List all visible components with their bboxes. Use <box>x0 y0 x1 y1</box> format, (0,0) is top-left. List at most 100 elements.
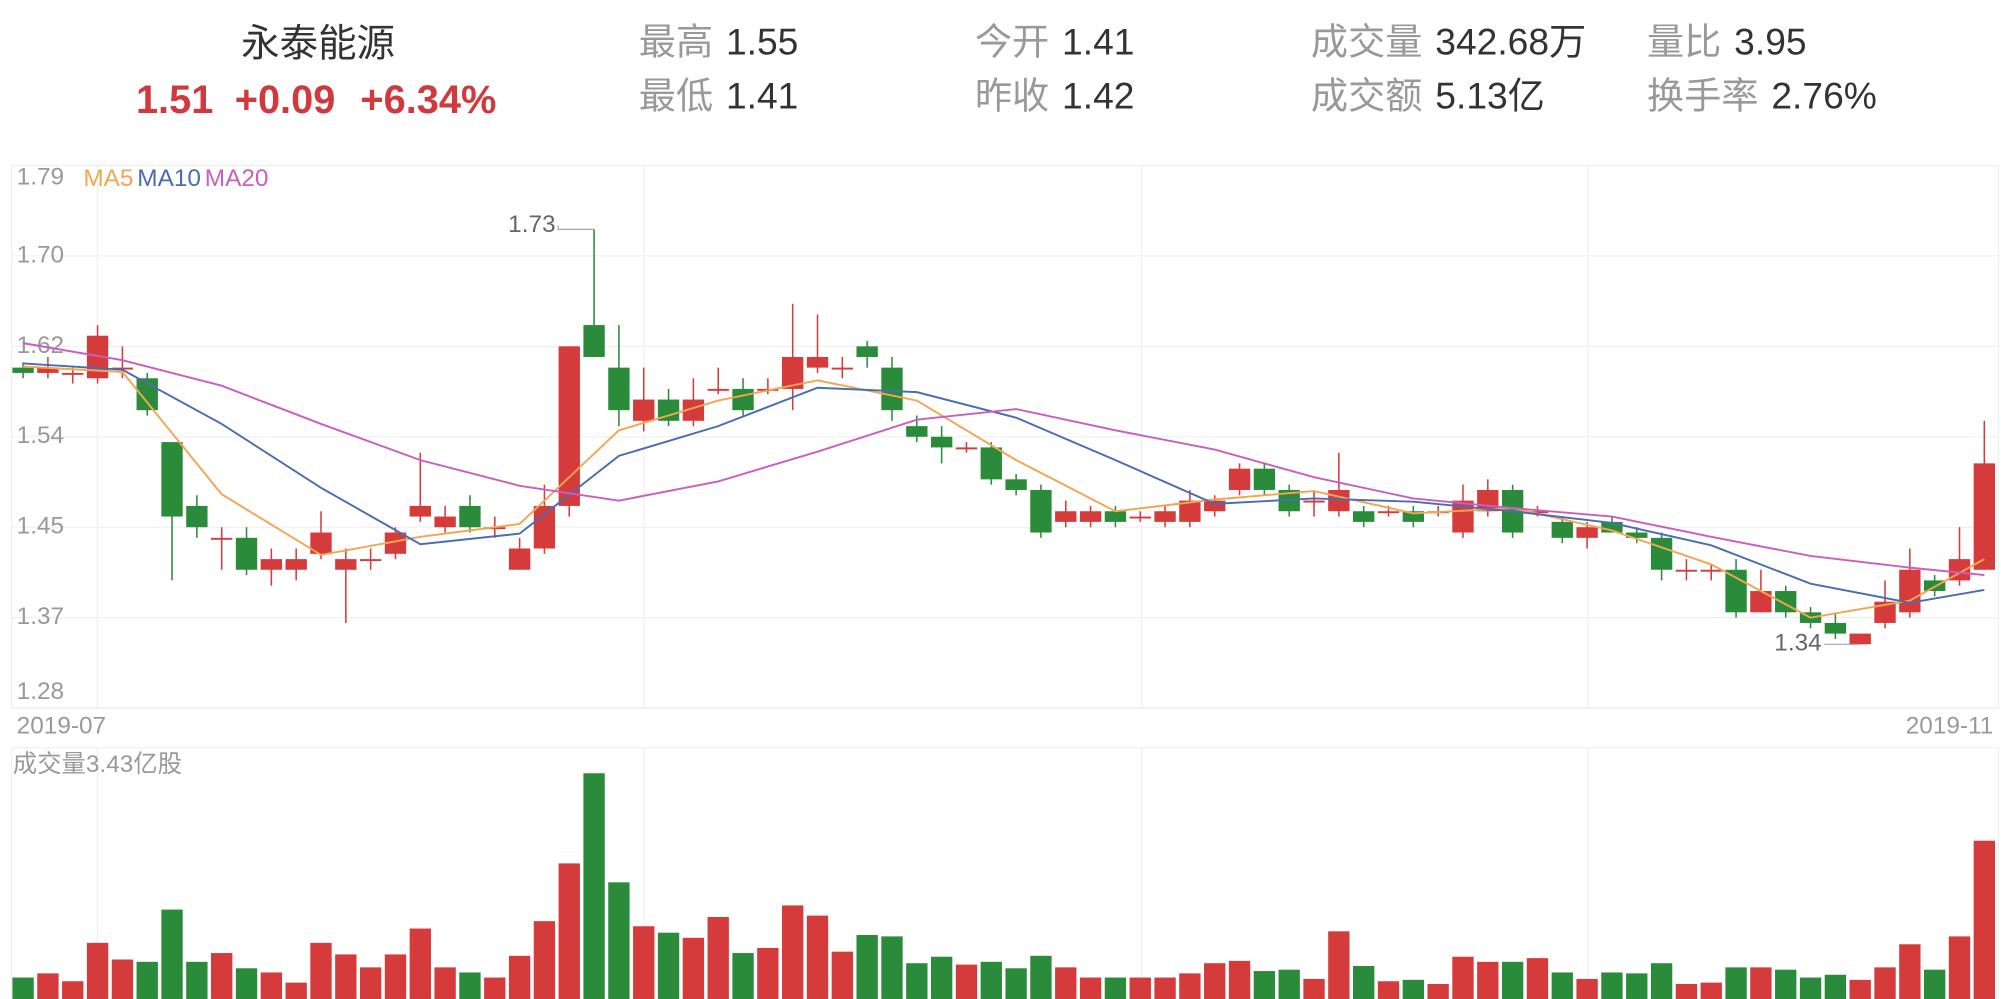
volume-bar <box>980 961 1002 999</box>
volume-bar <box>62 981 84 999</box>
candle-body <box>1849 633 1871 645</box>
price: 1.51 <box>136 78 213 122</box>
candle-body <box>1402 511 1425 522</box>
candle-body <box>583 325 605 357</box>
candle-body <box>707 388 729 391</box>
ma-line <box>23 365 1985 619</box>
candle-body <box>1104 511 1127 522</box>
volume-bar <box>782 905 804 999</box>
candle-body <box>1030 489 1052 533</box>
candle-body <box>930 436 953 448</box>
candle-body <box>1055 511 1077 522</box>
candle-body <box>608 367 630 411</box>
volume-bar <box>1030 955 1052 999</box>
volume-bar <box>1303 978 1325 999</box>
candle-body <box>1253 468 1276 490</box>
candle-body <box>508 548 531 570</box>
stat-value: 1.42 <box>1062 75 1134 117</box>
candle-body <box>1650 537 1673 570</box>
volume-bar <box>384 954 407 999</box>
candle-body <box>1551 521 1573 538</box>
candle-body <box>335 559 357 570</box>
candle-body <box>285 559 307 570</box>
candle-body <box>732 388 754 411</box>
stat-label: 成交量 <box>1311 21 1423 63</box>
volume-bar <box>881 936 903 999</box>
change: +0.09 <box>235 78 336 122</box>
candle-body <box>1377 511 1400 514</box>
volume-bar <box>1948 936 1971 999</box>
stat-label: 换手率 <box>1647 75 1759 117</box>
volume-bar <box>1079 977 1102 999</box>
volume-bar <box>1501 961 1524 999</box>
volume-bar <box>1899 944 1921 999</box>
volume-bar <box>37 973 59 999</box>
volume-bar <box>930 956 953 999</box>
volume-bar <box>1824 974 1847 999</box>
volume-bar <box>1477 961 1499 999</box>
volume-bar <box>1055 967 1077 999</box>
stat-label: 今开 <box>975 21 1049 63</box>
volume-bar <box>310 942 332 999</box>
volume-bar <box>1799 977 1822 999</box>
candle-body <box>384 532 407 554</box>
volume-bar <box>831 951 854 999</box>
candle-body <box>1129 516 1151 519</box>
volume-bar <box>260 972 283 999</box>
candle-body <box>1204 500 1226 512</box>
candle-body <box>955 447 978 450</box>
legend-entry: MA20 <box>205 165 269 192</box>
volume-bar <box>211 953 233 999</box>
candle-body <box>682 399 705 421</box>
volume-bar <box>1253 971 1276 999</box>
x-label-end: 2019-11 <box>1906 713 1994 740</box>
annotation: 1.34 <box>1774 630 1821 657</box>
annotation-leader <box>557 225 595 230</box>
volume-bar <box>1204 963 1226 999</box>
y-tick-label: 1.70 <box>17 241 64 268</box>
volume-bar <box>1874 967 1896 999</box>
volume-bar <box>12 977 34 999</box>
candle-body <box>1179 500 1201 522</box>
volume-bar <box>1750 967 1772 999</box>
volume-bar <box>1601 972 1623 999</box>
stat-value: 1.55 <box>726 21 798 63</box>
volume-bar <box>235 968 258 999</box>
volume-bar <box>1328 931 1350 999</box>
volume-bar <box>1005 968 1027 999</box>
candle-body <box>1725 569 1747 613</box>
candle-body <box>533 505 556 549</box>
candle-body <box>1005 479 1027 490</box>
y-tick-label: 1.28 <box>17 678 64 705</box>
volume-bar <box>707 916 729 999</box>
volume-bar <box>1973 840 1996 999</box>
candle-body <box>806 356 829 368</box>
candle-body <box>1154 511 1176 522</box>
candle-body <box>111 367 134 370</box>
candle-body <box>1328 489 1350 512</box>
candle-body <box>1700 569 1722 572</box>
candle-body <box>1899 569 1921 613</box>
stat-label: 最低 <box>639 75 713 117</box>
candle-body <box>657 399 680 421</box>
candle-body <box>1626 532 1648 538</box>
stat-value: 1.41 <box>726 75 798 117</box>
stat-label: 量比 <box>1647 21 1721 63</box>
volume-bar <box>1154 977 1176 999</box>
volume-bar <box>657 932 680 999</box>
volume-bar <box>1452 956 1474 999</box>
candle-body <box>1353 511 1375 522</box>
stock-name: 永泰能源 <box>241 22 395 65</box>
volume-bar <box>409 928 431 999</box>
candle-body <box>1452 500 1474 533</box>
volume-bar <box>1675 984 1698 999</box>
annotation: 1.73 <box>508 211 555 238</box>
candle-body <box>1675 569 1698 572</box>
candle-body <box>62 372 84 375</box>
volume-bar <box>955 964 978 999</box>
candle-body <box>260 559 283 570</box>
volume-bar <box>111 959 134 999</box>
candle-body <box>1526 511 1549 514</box>
volume-bar <box>1526 958 1549 999</box>
